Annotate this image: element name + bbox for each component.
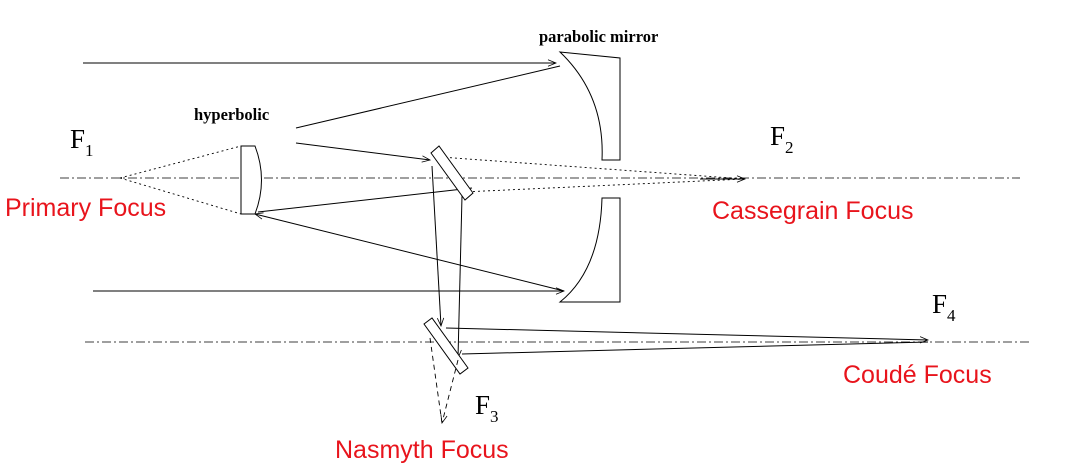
flat-to-nasmyth-ray-left (431, 165, 441, 326)
coude-ray-lower (461, 341, 929, 355)
cassegrain-ray-lower (462, 178, 746, 193)
primary-to-secondary-ray-upper (295, 65, 561, 129)
f3-label: F3 (475, 390, 499, 426)
f1-label: F1 (70, 124, 94, 160)
cassegrain-focus-label: Cassegrain Focus (712, 197, 913, 225)
primary-focus-cone-upper (119, 145, 242, 179)
f4-label: F4 (932, 289, 956, 325)
flat-to-nasmyth-ray-right (458, 195, 463, 358)
cassegrain-ray-upper (439, 156, 746, 180)
hyperbolic-mirror (240, 145, 262, 215)
nasmyth-ray-left (429, 337, 443, 424)
coude-ray-upper (445, 327, 928, 340)
nasmyth-ray-right (442, 359, 459, 423)
parabolic-mirror-upper (558, 51, 621, 161)
tertiary-flat-mirror (430, 145, 474, 201)
flat-to-secondary-ray-lower (257, 187, 473, 213)
hyperbolic-label: hyperbolic (194, 105, 269, 124)
f2-label: F2 (770, 121, 794, 157)
parabolic-mirror-lower (558, 197, 621, 303)
nasmyth-flat-mirror (423, 317, 469, 375)
secondary-to-flat-ray-upper (295, 142, 430, 160)
coude-focus-label: Coudé Focus (843, 361, 992, 389)
nasmyth-focus-label: Nasmyth Focus (335, 436, 509, 464)
primary-focus-cone-lower (119, 177, 242, 215)
parabolic-mirror-label: parabolic mirror (539, 27, 658, 46)
primary-to-secondary-ray-lower (255, 214, 565, 292)
primary-focus-label: Primary Focus (5, 194, 166, 222)
